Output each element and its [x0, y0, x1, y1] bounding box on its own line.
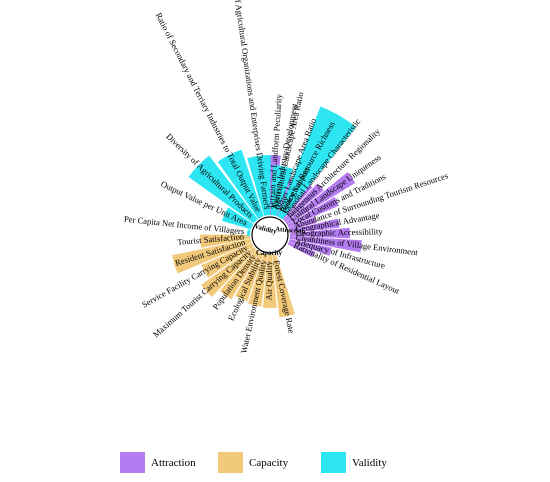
legend-swatch-validity — [321, 452, 346, 473]
bar-attraction-13 — [288, 239, 332, 256]
hub-circle — [251, 216, 289, 254]
bar-capacity-2 — [262, 254, 277, 308]
legend-swatch-capacity — [218, 452, 243, 473]
hub-group-label: Capacity — [256, 250, 283, 257]
bar-validity-1 — [246, 229, 251, 237]
bar-validity-7 — [277, 106, 357, 220]
bar-validity-4 — [217, 149, 264, 219]
labels-layer: Terrain and Landform PeculiarityAgricult… — [124, 0, 450, 354]
legend-swatch-attraction — [120, 452, 145, 473]
hub-group-label: Attraction — [275, 226, 306, 236]
legend: Attraction Capacity Validity — [120, 452, 387, 473]
bar-attraction-8 — [287, 196, 340, 228]
bar-validity-6 — [270, 165, 294, 217]
legend-label-attraction: Attraction — [151, 457, 196, 469]
bars-layer — [172, 106, 362, 318]
bar-attraction-6 — [283, 183, 324, 223]
bar-attraction-10 — [289, 218, 340, 233]
bar-capacity-9 — [199, 234, 251, 248]
bar-validity-2 — [222, 207, 254, 230]
bar-validity-5 — [247, 155, 271, 216]
bar-attraction-7 — [285, 172, 356, 225]
bar-validity-3 — [188, 155, 258, 224]
bar-capacity-1 — [272, 254, 295, 318]
bar-attraction-12 — [289, 236, 362, 253]
bar-capacity-3 — [248, 254, 268, 307]
bar-capacity-6 — [201, 246, 257, 297]
bar-attraction-9 — [288, 216, 317, 230]
legend-label-capacity: Capacity — [249, 457, 289, 469]
legend-label-validity: Validity — [352, 457, 387, 469]
bar-capacity-4 — [235, 252, 264, 302]
bar-capacity-8 — [172, 239, 252, 274]
bar-label: Geographic Accessibility — [296, 226, 384, 238]
bar-attraction-14 — [287, 241, 316, 258]
bar-capacity-7 — [201, 243, 254, 278]
bar-label: Air Quality — [264, 260, 274, 300]
bar-attraction-11 — [289, 227, 350, 239]
bar-capacity-5 — [219, 249, 260, 300]
